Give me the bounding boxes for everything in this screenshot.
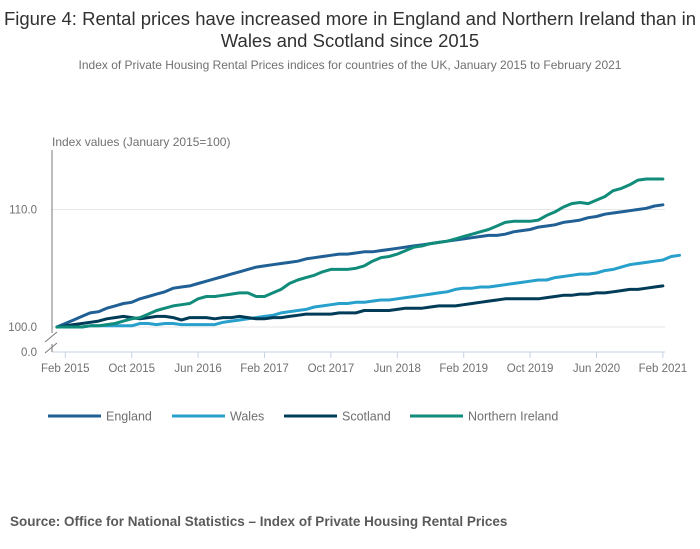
legend-label-england: England: [106, 410, 152, 424]
legend-label-wales: Wales: [230, 410, 264, 424]
x-tick-label: Oct 2017: [308, 363, 355, 375]
x-tick-label: Jun 2016: [174, 363, 221, 375]
axis-break-mark: [44, 331, 58, 343]
axes: Index values (January 2015=100) 0.0 100.0 1…: [8, 135, 687, 375]
series-line-scotland: [55, 284, 665, 329]
y-tick-label: 100.0: [8, 322, 37, 334]
y-tick-label: 110.0: [9, 205, 37, 217]
y-tick-label: 0.0: [21, 347, 37, 359]
axis-break-mark: [44, 342, 58, 354]
y-axis-title: Index values (January 2015=100): [52, 135, 230, 149]
legend-label-northern-ireland: Northern Ireland: [468, 410, 558, 424]
x-tick-label: Feb 2017: [240, 363, 289, 375]
gridlines: [52, 209, 665, 353]
chart-subtitle: Index of Private Housing Rental Prices i…: [78, 58, 622, 72]
series-line-northern-ireland: [55, 177, 665, 329]
x-tick-label: Oct 2015: [108, 363, 155, 375]
legend-label-scotland: Scotland: [342, 410, 391, 424]
x-tick-label: Feb 2015: [41, 363, 90, 375]
series-line-england: [55, 203, 665, 329]
x-tick-label: Jun 2020: [573, 363, 620, 375]
x-tick-label: Feb 2019: [439, 363, 488, 375]
series-lines: [55, 177, 681, 329]
chart-title: Figure 4: Rental prices have increased m…: [3, 8, 697, 51]
x-tick-label: Oct 2019: [507, 363, 554, 375]
x-tick-label: Jun 2018: [374, 363, 421, 375]
legend: England Wales Scotland Northern Ireland: [48, 410, 558, 424]
source-note: Source: Office for National Statistics –…: [10, 514, 508, 529]
line-chart: Index values (January 2015=100) 0.0 100.0 1…: [8, 135, 687, 424]
x-tick-label: Feb 2021: [639, 363, 688, 375]
series-line-wales: [55, 253, 681, 329]
